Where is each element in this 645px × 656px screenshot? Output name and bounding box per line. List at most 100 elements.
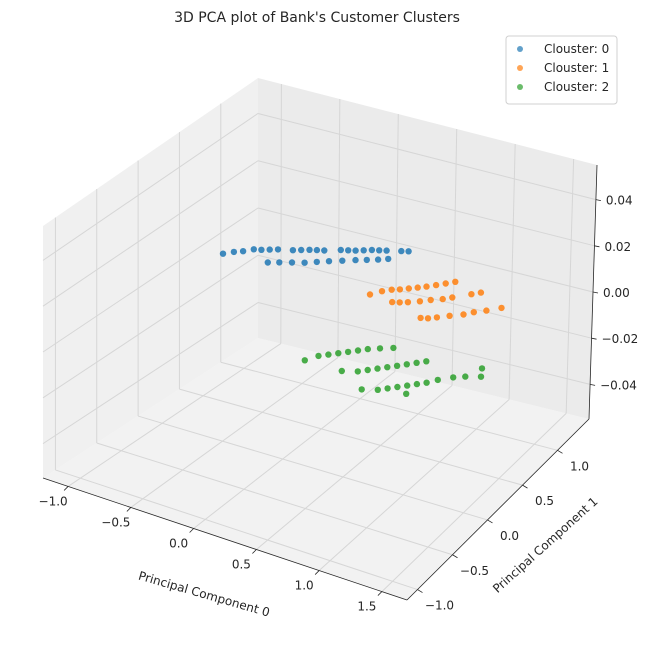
scatter-point-cluster-0: [288, 259, 296, 266]
y-tick-mark: [557, 449, 563, 454]
scatter-point-cluster-0: [258, 246, 265, 253]
x-tick-label: 1.0: [295, 579, 314, 593]
scatter-point-cluster-2: [364, 345, 371, 353]
scatter-point-cluster-1: [460, 311, 467, 318]
scatter-point-cluster-2: [374, 365, 381, 372]
scatter-point-cluster-0: [374, 256, 382, 263]
scatter-point-cluster-1: [433, 314, 441, 321]
scatter-point-cluster-0: [276, 259, 283, 266]
scatter-point-cluster-2: [335, 350, 342, 357]
scatter-point-cluster-0: [313, 258, 320, 266]
scatter-point-cluster-1: [405, 285, 412, 292]
y-gridline-floor: [96, 442, 453, 556]
scatter-point-cluster-1: [423, 283, 430, 290]
scatter-point-cluster-2: [393, 362, 401, 369]
scatter-point-cluster-2: [384, 385, 391, 392]
scatter-point-cluster-1: [366, 291, 374, 298]
scatter-point-cluster-0: [219, 250, 227, 257]
scatter-point-cluster-1: [424, 315, 432, 322]
z-tick-mark: [592, 291, 599, 294]
scatter-point-cluster-0: [337, 246, 344, 254]
scatter-point-cluster-1: [483, 307, 490, 314]
scatter-point-cluster-1: [389, 298, 396, 306]
y-tick-label: −1.0: [425, 599, 454, 613]
z-tick-label: −0.02: [602, 332, 639, 346]
z-tick-label: −0.04: [600, 378, 637, 392]
scatter-point-cluster-0: [405, 248, 412, 255]
x-tick-label: 0.5: [232, 558, 251, 572]
scatter-point-cluster-1: [446, 312, 453, 319]
grid-lines: [42, 83, 597, 592]
x-tick-mark: [63, 486, 69, 491]
legend-box: [505, 35, 618, 105]
x-gridline-floor: [193, 371, 396, 529]
x-tick-mark: [377, 591, 383, 596]
scatter-point-cluster-1: [378, 288, 386, 295]
z-gridline-back: [257, 302, 591, 385]
scatter-point-cluster-1: [414, 284, 421, 291]
legend-label-cluster-0: Clouster: 0: [544, 42, 609, 56]
scatter-point-cluster-2: [403, 390, 410, 397]
scatter-point-cluster-1: [432, 281, 440, 289]
scatter-point-cluster-2: [423, 379, 430, 386]
data-points: [219, 246, 505, 397]
scatter-point-cluster-1: [477, 289, 485, 296]
y-gridline-floor: [137, 415, 488, 521]
legend-marker-cluster-0: [517, 46, 523, 52]
x-gridline-floor: [130, 357, 339, 508]
scatter-point-cluster-1: [396, 299, 403, 306]
scatter-point-cluster-0: [339, 257, 346, 264]
scatter-point-cluster-2: [423, 358, 430, 365]
y-gridline-floor: [179, 388, 523, 486]
y-tick-label: 0.5: [535, 494, 554, 508]
y-axis-line: [406, 418, 590, 601]
z-tick-label: 0.00: [603, 286, 630, 300]
x-tick-mark: [126, 507, 132, 512]
z-gridline-left: [42, 207, 259, 353]
scatter-point-cluster-1: [416, 298, 424, 305]
x-gridline-floor: [256, 385, 453, 550]
z-gridline-back: [257, 160, 595, 247]
scatter-point-cluster-0: [230, 248, 238, 256]
legend-marker-cluster-1: [517, 65, 523, 71]
scatter-point-cluster-0: [352, 247, 359, 254]
y-tick-label: 1.0: [570, 459, 589, 473]
z-gridline-back: [257, 112, 597, 201]
scatter-point-cluster-2: [344, 348, 352, 356]
scatter-point-cluster-0: [264, 259, 271, 266]
z-gridline-back: [257, 207, 594, 293]
scatter-point-cluster-1: [452, 278, 459, 285]
scatter-point-cluster-1: [427, 296, 434, 304]
z-tick-label: 0.02: [604, 240, 631, 254]
z-tick-mark: [595, 199, 601, 202]
scatter-point-cluster-2: [358, 386, 365, 393]
scatter-point-cluster-2: [354, 347, 362, 354]
scatter-point-cluster-2: [413, 359, 420, 366]
scatter-point-cluster-2: [376, 345, 384, 352]
scatter-point-cluster-0: [239, 248, 247, 255]
scatter-point-cluster-1: [468, 291, 475, 298]
back-pane: [258, 78, 597, 419]
x-tick-label: 0.0: [169, 536, 188, 550]
x-tick-mark: [314, 570, 320, 575]
scatter-point-cluster-1: [442, 280, 449, 287]
z-gridline-back: [257, 254, 592, 339]
z-gridline-left: [42, 302, 259, 445]
scatter-point-cluster-0: [368, 246, 376, 254]
scatter-point-cluster-2: [394, 383, 401, 391]
scatter-point-cluster-0: [306, 246, 313, 253]
scatter-point-cluster-0: [383, 247, 390, 254]
scatter-point-cluster-0: [313, 246, 321, 254]
scatter-point-cluster-2: [434, 376, 441, 384]
scatter-point-cluster-0: [398, 247, 405, 255]
scatter-point-cluster-0: [274, 246, 282, 253]
z-gridline-left: [42, 113, 259, 261]
x-axis-line: [42, 477, 408, 601]
z-tick-mark: [594, 245, 600, 248]
scatter-point-cluster-2: [390, 344, 397, 352]
scatter-point-cluster-0: [352, 256, 359, 264]
scatter-point-cluster-0: [325, 258, 333, 265]
scatter-point-cluster-2: [478, 365, 486, 372]
y-tick-mark: [522, 484, 528, 489]
